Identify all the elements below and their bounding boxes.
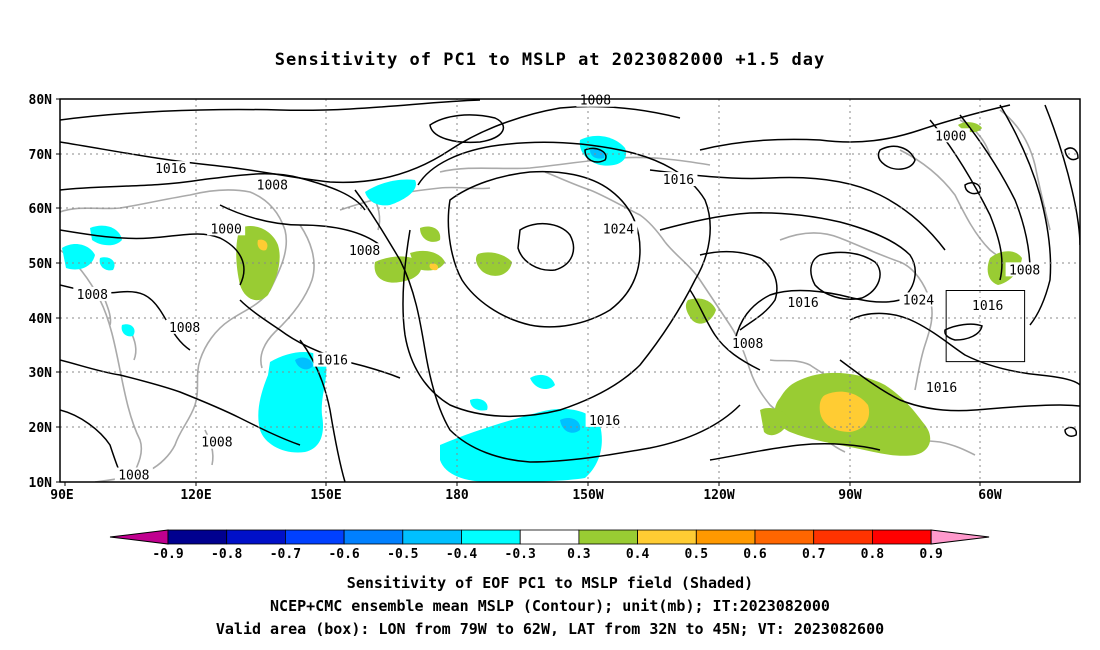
contour-label-bg (114, 467, 153, 482)
contour-label-bg (207, 221, 246, 236)
colorbar-bin (695, 529, 756, 545)
lat-label-50n: 50N (29, 257, 53, 272)
contour-label: 1016 (589, 414, 620, 429)
caption-line-3: Valid area (box): LON from 79W to 62W, L… (215, 620, 885, 638)
colorbar-bin (167, 529, 228, 545)
contour-label-bg (73, 286, 112, 301)
colorbar-bin (872, 529, 932, 545)
colorbar-bin (813, 529, 873, 545)
lat-label-30n: 30N (29, 366, 53, 381)
colorbar-tick-label: -0.7 (270, 547, 301, 562)
lon-label-90w: 90W (838, 488, 862, 503)
colorbar-tick-label: 0.5 (685, 547, 708, 562)
contour-label-bg (151, 161, 190, 176)
colorbar-bin (284, 529, 345, 545)
lat-label-70n: 70N (29, 148, 53, 163)
contour-label-bg (345, 243, 384, 258)
lon-label-120e: 120E (180, 488, 211, 503)
colorbar-tick-label: -0.4 (446, 547, 477, 562)
valid-area-box (945, 290, 1026, 363)
colorbar-bin (519, 529, 580, 545)
lat-label-80n: 80N (29, 93, 53, 108)
lon-label-120w: 120W (703, 488, 734, 503)
colorbar-tick-label: 0.6 (743, 547, 767, 562)
colorbar-tick-label: 0.7 (802, 547, 825, 562)
contour-label-bg (899, 292, 938, 307)
contour-label-bg (1005, 262, 1044, 277)
contour-label: 1016 (787, 296, 818, 311)
lon-ticks (64, 482, 981, 486)
colorbar-labels: -0.9 -0.8 -0.7 -0.6 -0.5 -0.4 -0.3 0.3 0.4 0.5 0.6… (152, 547, 942, 562)
contour-labels: 1008 1000 1016 1008 1016 1000 1024 1008 1008 1008… (73, 92, 1044, 484)
colorbar-tick-label: -0.6 (328, 547, 359, 562)
colorbar-tick-label: 0.9 (919, 547, 942, 562)
colorbar-tick-label: 0.3 (567, 547, 590, 562)
contour-label: 1000 (935, 129, 966, 144)
contour-label-bg (253, 177, 292, 192)
colorbar-tick-label: -0.9 (152, 547, 183, 562)
contour-label: 1008 (349, 244, 380, 259)
contour-label-bg (931, 128, 970, 143)
contour-label: 1008 (201, 436, 232, 451)
contour-label: 1024 (903, 293, 934, 308)
contour-label-bg (197, 434, 236, 449)
lon-label-150e: 150E (310, 488, 341, 503)
contour-label: 1000 (210, 222, 241, 237)
contour-label: 1016 (663, 173, 694, 188)
lat-label-10n: 10N (29, 476, 53, 491)
contour-label: 1016 (926, 381, 957, 396)
contour-label-bg (313, 352, 352, 367)
lat-label-60n: 60N (29, 202, 53, 217)
contour-label-bg (165, 319, 204, 334)
lat-label-40n: 40N (29, 312, 53, 327)
colorbar (109, 529, 990, 545)
sensitivity-shading (62, 122, 1022, 482)
colorbar-bin (343, 529, 404, 545)
plot-frame (59, 98, 1081, 483)
colorbar-tick-label: -0.5 (387, 547, 418, 562)
colorbar-tick-label: 0.4 (626, 547, 650, 562)
colorbar-tick-label: 0.8 (861, 547, 885, 562)
lat-ticks (56, 98, 60, 483)
colorbar-bin (461, 529, 521, 545)
lat-label-20n: 20N (29, 421, 53, 436)
colorbar-tick-label: -0.8 (211, 547, 242, 562)
contour-label-bg (659, 172, 698, 187)
colorbar-bin (754, 529, 815, 545)
colorbar-right-tip (930, 529, 990, 545)
contour-label: 1008 (732, 337, 763, 352)
colorbar-left-tip (109, 529, 169, 545)
lon-label-180: 180 (445, 488, 469, 503)
caption-line-1: Sensitivity of EOF PC1 to MSLP field (Sh… (346, 574, 754, 592)
contour-label-bg (968, 297, 1007, 312)
contour-label: 1008 (77, 288, 108, 303)
contour-label: 1008 (1009, 263, 1040, 278)
contour-label-bg (599, 221, 638, 236)
colorbar-bin (402, 529, 462, 545)
contour-label-bg (728, 336, 767, 351)
contour-label: 1008 (257, 179, 288, 194)
contour-label: 1008 (580, 94, 611, 109)
colorbar-bin (578, 529, 639, 545)
contour-label-bg (784, 295, 823, 310)
colorbar-bin (637, 529, 697, 545)
lon-label-90e: 90E (50, 488, 73, 503)
contour-label-bg (585, 412, 624, 427)
lon-label-60w: 60W (978, 488, 1002, 503)
contour-label: 1008 (118, 469, 149, 484)
contour-label: 1016 (155, 162, 186, 177)
contour-label: 1016 (317, 354, 348, 369)
chart-title: Sensitivity of PC1 to MSLP at 2023082000… (274, 50, 826, 70)
contour-label: 1016 (972, 299, 1003, 314)
caption-line-2: NCEP+CMC ensemble mean MSLP (Contour); u… (270, 597, 830, 615)
contour-label: 1008 (169, 321, 200, 336)
contour-label: 1024 (603, 222, 634, 237)
lon-label-150w: 150W (572, 488, 603, 503)
colorbar-tick-label: -0.3 (505, 547, 536, 562)
colorbar-bin (226, 529, 286, 545)
contour-label-bg (922, 379, 961, 394)
